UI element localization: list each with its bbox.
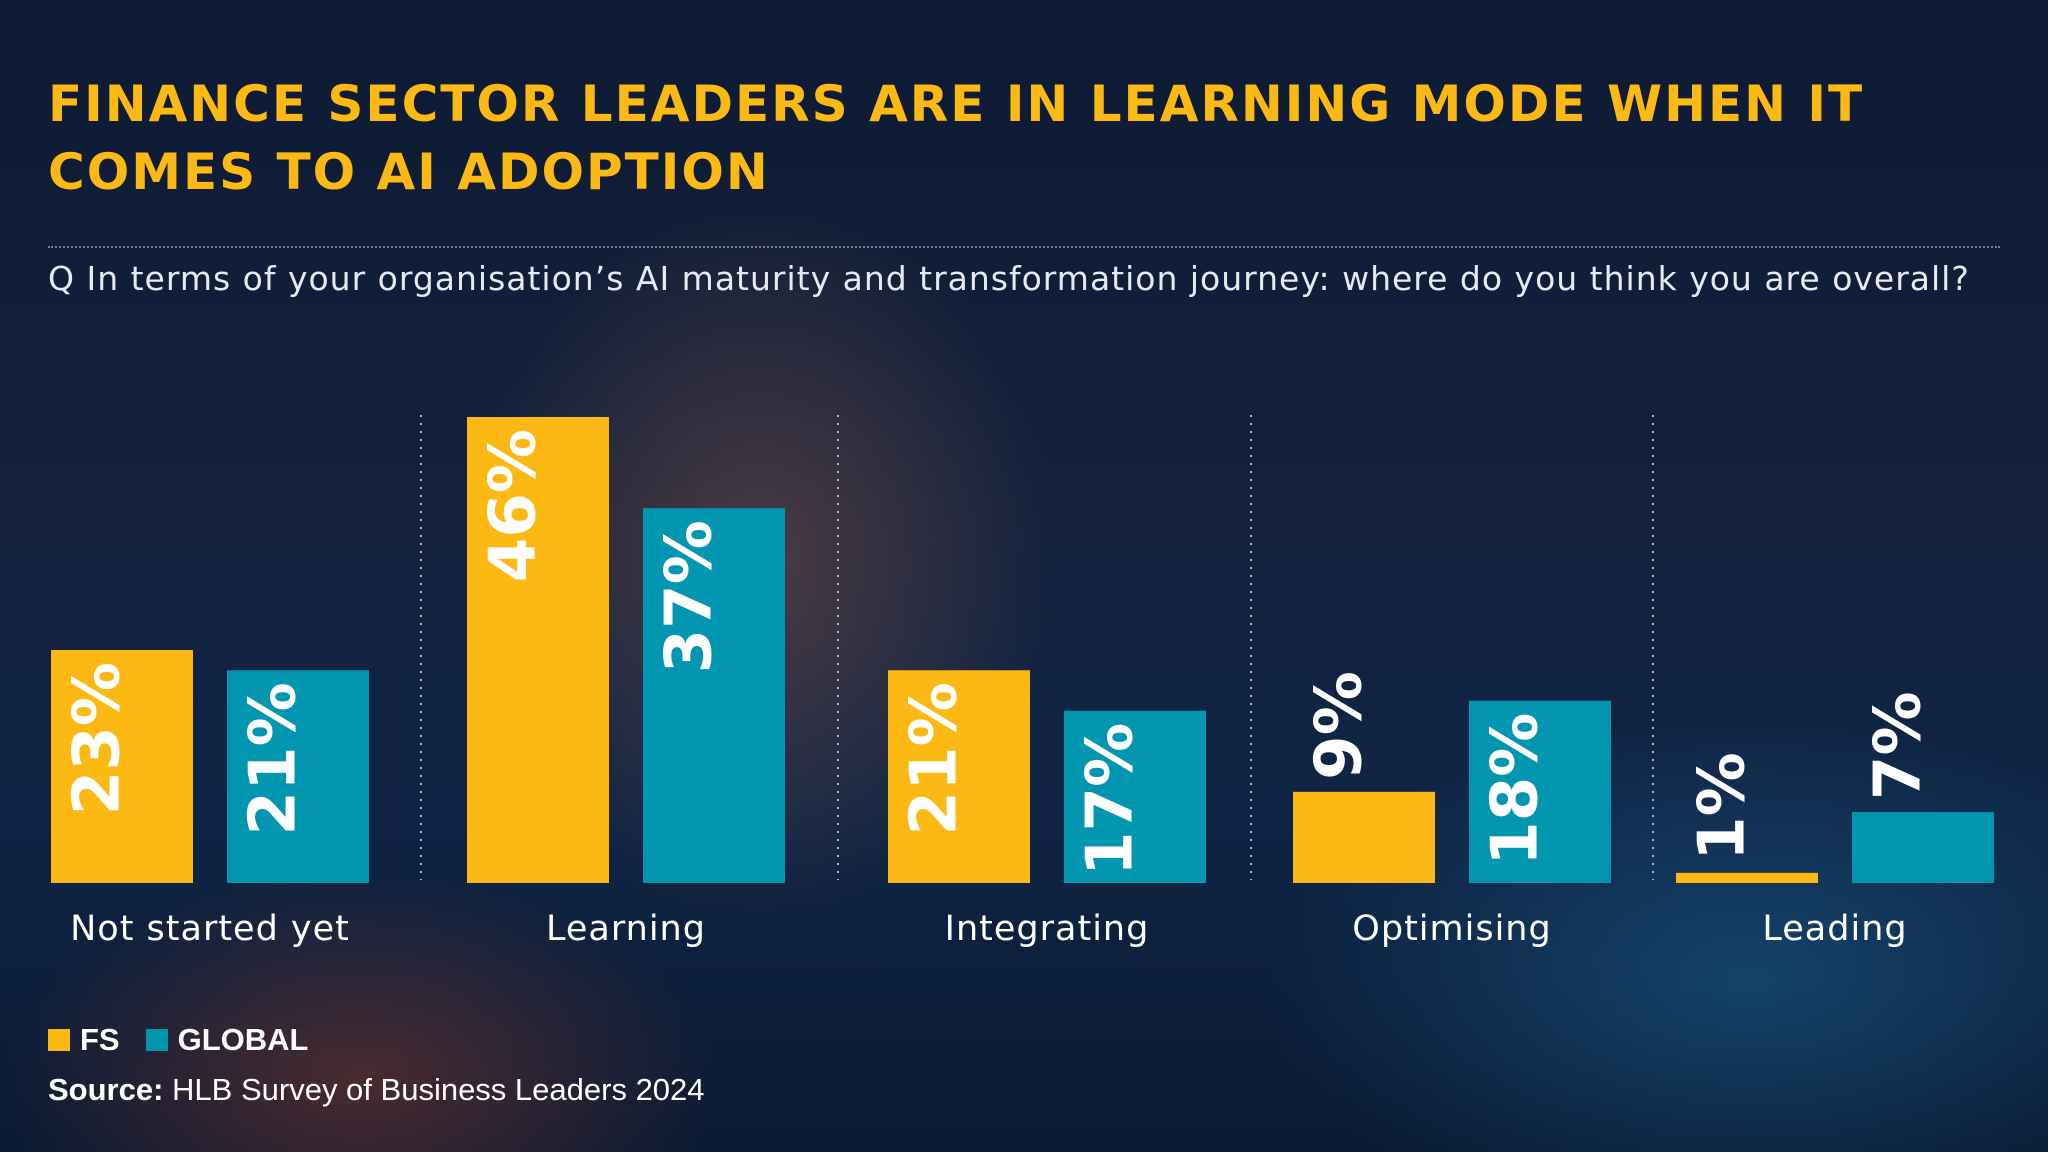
- category-label-1: Learning: [546, 909, 706, 949]
- category-label-4: Leading: [1762, 909, 1907, 949]
- source-note: Source: HLB Survey of Business Leaders 2…: [48, 1072, 705, 1108]
- bar-global-3: [1469, 700, 1611, 883]
- bar-fs-3: [1293, 791, 1435, 883]
- bar-label-fs-0: 23%: [61, 662, 135, 815]
- bar-label-global-2: 17%: [1074, 723, 1148, 876]
- bar-label-global-1: 37%: [653, 520, 727, 673]
- bar-global-0: [227, 670, 369, 883]
- legend-swatch-global: [145, 1029, 168, 1051]
- source-text: HLB Survey of Business Leaders 2024: [172, 1072, 705, 1107]
- bar-global-4: [1852, 812, 1994, 883]
- bar-label-fs-1: 46%: [477, 429, 551, 582]
- bar-fs-1: [467, 417, 609, 883]
- source-label: Source:: [48, 1072, 164, 1107]
- legend-item-global: GLOBAL: [145, 1022, 309, 1058]
- survey-question: Q In terms of your organisation’s AI mat…: [48, 259, 1970, 298]
- bar-label-fs-2: 21%: [898, 682, 972, 835]
- bar-label-fs-3: 9%: [1303, 671, 1377, 780]
- bar-label-global-4: 7%: [1862, 691, 1936, 800]
- category-label-3: Optimising: [1352, 909, 1551, 949]
- chart-legend: FS GLOBAL: [48, 1022, 335, 1058]
- chart-title: FINANCE SECTOR LEADERS ARE IN LEARNING M…: [48, 75, 1865, 201]
- category-label-2: Integrating: [945, 909, 1150, 949]
- bar-fs-4: [1676, 872, 1818, 883]
- legend-label-global: GLOBAL: [177, 1022, 309, 1057]
- category-label-0: Not started yet: [70, 909, 350, 949]
- legend-label-fs: FS: [80, 1022, 120, 1057]
- bar-label-global-3: 18%: [1479, 713, 1553, 866]
- bar-fs-0: [51, 650, 193, 883]
- bar-label-global-0: 21%: [237, 682, 311, 835]
- legend-swatch-fs: [48, 1029, 70, 1051]
- bar-global-1: [643, 508, 785, 883]
- bar-label-fs-4: 1%: [1686, 752, 1760, 861]
- title-divider: [48, 246, 2000, 248]
- legend-item-fs: FS: [48, 1022, 120, 1058]
- bar-fs-2: [888, 670, 1030, 883]
- bar-global-2: [1064, 710, 1206, 883]
